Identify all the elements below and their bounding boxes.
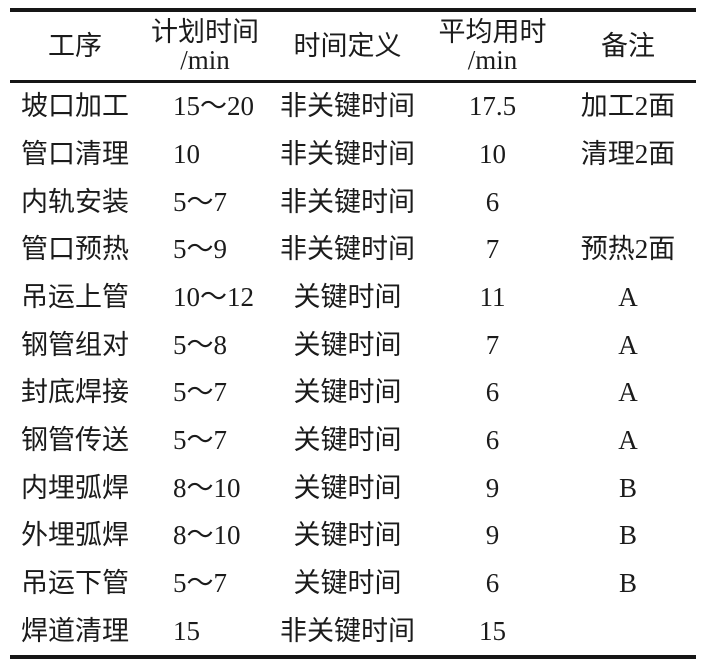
table-row: 坡口加工 15～20 非关键时间 17.5 加工2面 <box>10 83 696 131</box>
cell-note: B <box>618 472 637 503</box>
cell-time-definition: 关键时间 <box>293 520 402 551</box>
cell-planned-time: 5～7 <box>173 425 227 456</box>
header-average-time: 平均用时 /min <box>425 18 560 74</box>
header-note: 备注 <box>560 32 696 60</box>
cell-average-time: 7 <box>485 329 500 360</box>
cell-process: 管口预热 <box>21 234 129 265</box>
cell-average-time: 10 <box>479 139 506 169</box>
cell-process: 内轨安装 <box>21 186 129 217</box>
table-bottom-border <box>10 654 696 659</box>
cell-note: 预热2面 <box>580 234 676 265</box>
cell-process: 坡口加工 <box>21 91 129 122</box>
cell-average-time: 6 <box>485 568 500 599</box>
cell-note: B <box>618 520 637 551</box>
cell-process: 吊运上管 <box>21 282 129 313</box>
header-process-label: 工序 <box>48 31 102 61</box>
table-row: 内轨安装 5～7 非关键时间 6 <box>10 178 696 226</box>
cell-planned-time: 10～12 <box>173 282 254 313</box>
table-row: 管口预热 5～9 非关键时间 7 预热2面 <box>10 226 696 274</box>
cell-average-time: 17.5 <box>468 91 517 122</box>
cell-time-definition: 非关键时间 <box>280 186 415 217</box>
cell-average-time: 11 <box>479 282 506 313</box>
cell-note: 加工2面 <box>580 91 676 122</box>
header-time-definition: 时间定义 <box>270 32 425 60</box>
header-planned-time-label: 计划时间 <box>151 17 259 47</box>
cell-time-definition: 非关键时间 <box>280 615 415 646</box>
cell-average-time: 7 <box>485 234 500 265</box>
table-row: 外埋弧焊 8～10 关键时间 9 B <box>10 512 696 560</box>
cell-average-time: 6 <box>485 425 500 456</box>
cell-process: 内埋弧焊 <box>21 472 129 503</box>
cell-time-definition: 关键时间 <box>293 472 402 503</box>
cell-time-definition: 关键时间 <box>293 329 402 360</box>
cell-process: 焊道清理 <box>21 615 129 646</box>
cell-note: A <box>618 377 638 408</box>
table-row: 管口清理 10 非关键时间 10 清理2面 <box>10 130 696 178</box>
cell-average-time: 9 <box>485 520 500 551</box>
cell-time-definition: 非关键时间 <box>280 234 415 265</box>
header-process: 工序 <box>10 32 140 60</box>
cell-process: 外埋弧焊 <box>21 520 129 551</box>
table-row: 焊道清理 15 非关键时间 15 <box>10 607 696 655</box>
cell-process: 管口清理 <box>21 139 129 169</box>
cell-planned-time: 5～8 <box>173 329 227 360</box>
cell-time-definition: 非关键时间 <box>280 91 415 122</box>
cell-note: A <box>618 282 638 313</box>
cell-note: A <box>618 425 638 456</box>
cell-time-definition: 关键时间 <box>293 425 402 456</box>
cell-time-definition: 关键时间 <box>293 568 402 599</box>
cell-process: 钢管组对 <box>21 329 129 360</box>
table-top-border <box>10 8 696 12</box>
cell-average-time: 6 <box>485 377 500 408</box>
cell-planned-time: 5～7 <box>173 377 227 408</box>
header-divider <box>10 80 696 83</box>
table-row: 内埋弧焊 8～10 关键时间 9 B <box>10 464 696 512</box>
header-note-label: 备注 <box>601 31 655 61</box>
header-time-definition-label: 时间定义 <box>293 31 402 61</box>
cell-note: A <box>618 329 638 360</box>
table-row: 吊运上管 10～12 关键时间 11 A <box>10 273 696 321</box>
cell-planned-time: 5～7 <box>173 568 227 599</box>
table-header-row: 工序 计划时间 /min 时间定义 平均用时 /min 备注 <box>10 12 696 80</box>
header-average-time-unit: /min <box>467 45 518 75</box>
cell-note: 清理2面 <box>580 139 676 169</box>
table-body: 坡口加工 15～20 非关键时间 17.5 加工2面 管口清理 10 非关键时间… <box>10 83 696 655</box>
cell-average-time: 6 <box>485 186 500 217</box>
cell-time-definition: 关键时间 <box>293 282 402 313</box>
cell-process: 封底焊接 <box>21 377 129 408</box>
header-planned-time-unit: /min <box>180 45 230 75</box>
cell-planned-time: 5～7 <box>173 186 227 217</box>
table-row: 钢管传送 5～7 关键时间 6 A <box>10 416 696 464</box>
cell-note: B <box>618 568 637 599</box>
cell-average-time: 9 <box>485 472 500 503</box>
cell-process: 钢管传送 <box>21 425 129 456</box>
table-row: 吊运下管 5～7 关键时间 6 B <box>10 559 696 607</box>
cell-time-definition: 非关键时间 <box>280 139 415 169</box>
cell-process: 吊运下管 <box>21 568 129 599</box>
cell-average-time: 15 <box>479 615 506 646</box>
cell-planned-time: 15 <box>173 615 200 646</box>
cell-planned-time: 15～20 <box>173 91 254 122</box>
cell-time-definition: 关键时间 <box>293 377 402 408</box>
table-row: 封底焊接 5～7 关键时间 6 A <box>10 369 696 417</box>
header-planned-time: 计划时间 /min <box>140 18 270 74</box>
cell-planned-time: 8～10 <box>173 520 241 551</box>
cell-planned-time: 5～9 <box>173 234 227 265</box>
table-row: 钢管组对 5～8 关键时间 7 A <box>10 321 696 369</box>
header-average-time-label: 平均用时 <box>438 17 547 47</box>
cell-planned-time: 8～10 <box>173 472 241 503</box>
cell-planned-time: 10 <box>173 139 200 169</box>
